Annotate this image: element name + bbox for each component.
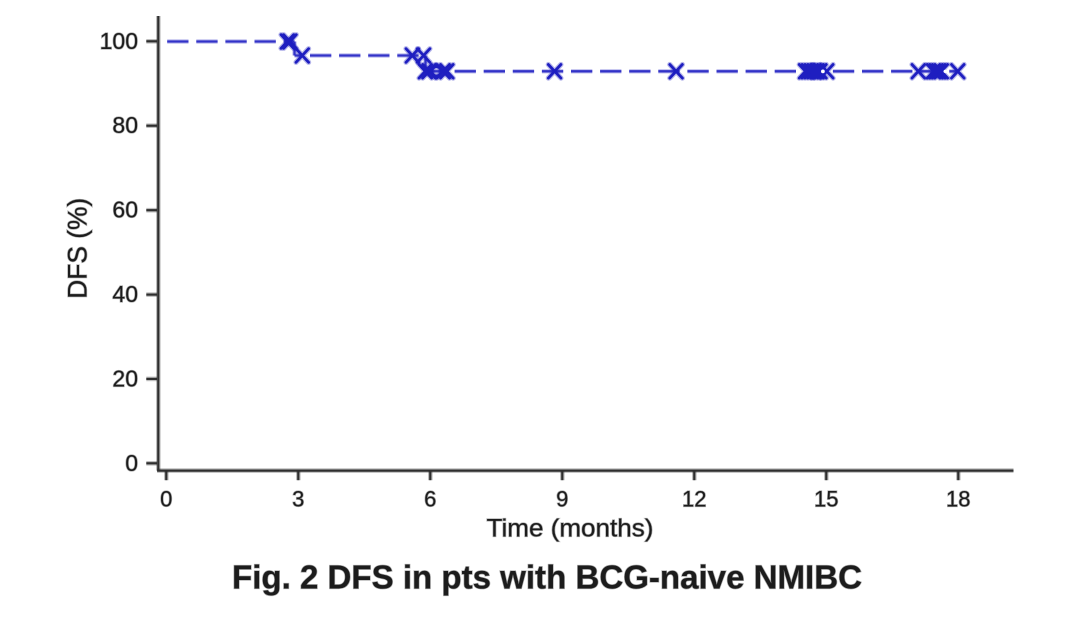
- svg-text:6: 6: [424, 487, 436, 512]
- svg-text:60: 60: [112, 197, 138, 223]
- svg-text:0: 0: [160, 487, 172, 512]
- svg-text:80: 80: [112, 112, 138, 138]
- svg-text:9: 9: [556, 487, 568, 512]
- svg-text:DFS (%): DFS (%): [63, 198, 93, 299]
- svg-text:100: 100: [100, 28, 138, 54]
- svg-text:40: 40: [112, 281, 138, 307]
- svg-text:Fig. 2 DFS in pts with BCG-nai: Fig. 2 DFS in pts with BCG-naive NMIBC: [232, 559, 862, 596]
- svg-text:12: 12: [682, 487, 706, 512]
- svg-text:Time (months): Time (months): [487, 515, 654, 543]
- svg-text:3: 3: [292, 487, 304, 512]
- svg-text:20: 20: [112, 365, 138, 391]
- svg-text:15: 15: [814, 487, 838, 512]
- svg-text:0: 0: [125, 450, 138, 476]
- svg-text:18: 18: [946, 487, 970, 512]
